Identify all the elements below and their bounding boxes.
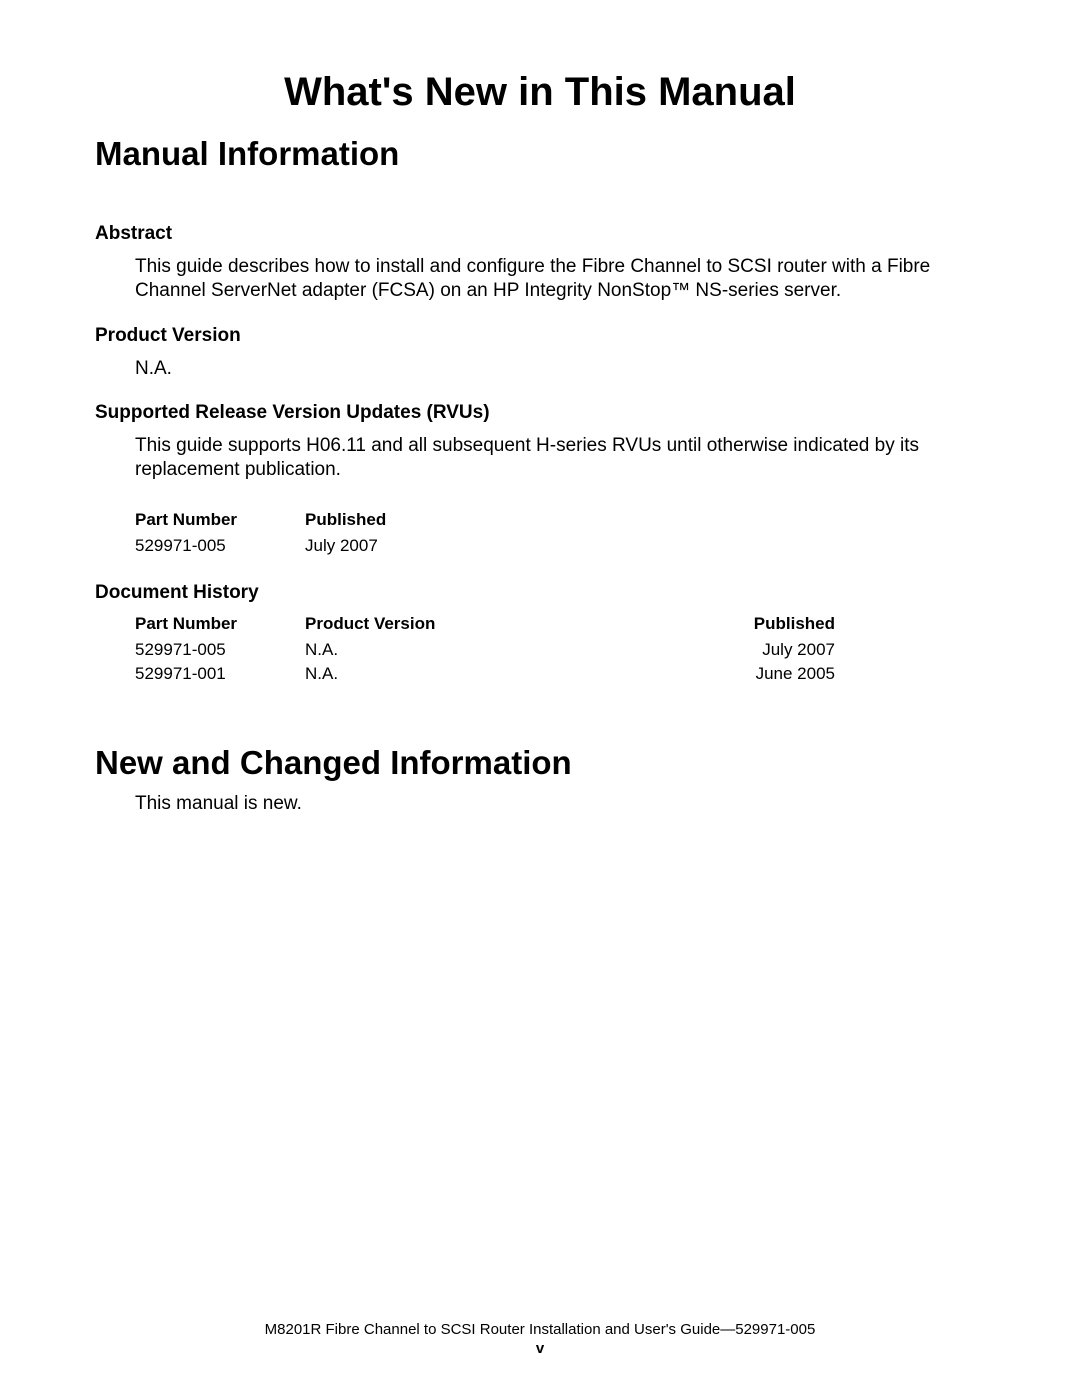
cell-product-version: N.A.: [305, 640, 675, 660]
table-header-row: Part Number Product Version Published: [135, 614, 985, 634]
cell-published: July 2007: [305, 536, 505, 556]
cell-product-version: N.A.: [305, 664, 675, 684]
table-row: 529971-005 July 2007: [135, 536, 985, 556]
cell-published: July 2007: [675, 640, 835, 660]
document-history-table: Part Number Product Version Published 52…: [135, 614, 985, 684]
col-header-published: Published: [675, 614, 835, 634]
table-header-row: Part Number Published: [135, 510, 985, 530]
footer-line: M8201R Fibre Channel to SCSI Router Inst…: [0, 1321, 1080, 1338]
abstract-text: This guide describes how to install and …: [135, 255, 985, 303]
cell-published: June 2005: [675, 664, 835, 684]
col-header-published: Published: [305, 510, 505, 530]
product-version-text: N.A.: [135, 357, 985, 381]
subheading-rvus: Supported Release Version Updates (RVUs): [95, 402, 985, 424]
cell-part-number: 529971-001: [135, 664, 305, 684]
table-row: 529971-005 N.A. July 2007: [135, 640, 985, 660]
section-heading-manual-information: Manual Information: [95, 135, 985, 173]
subheading-document-history: Document History: [95, 582, 985, 604]
rvus-text: This guide supports H06.11 and all subse…: [135, 434, 985, 482]
page-footer: M8201R Fibre Channel to SCSI Router Inst…: [0, 1321, 1080, 1357]
table-row: 529971-001 N.A. June 2005: [135, 664, 985, 684]
col-header-product-version: Product Version: [305, 614, 675, 634]
footer-page-number: v: [0, 1340, 1080, 1357]
col-header-part-number: Part Number: [135, 510, 305, 530]
section-heading-new-changed: New and Changed Information: [95, 744, 985, 782]
publication-table: Part Number Published 529971-005 July 20…: [135, 510, 985, 556]
subheading-abstract: Abstract: [95, 223, 985, 245]
subheading-product-version: Product Version: [95, 325, 985, 347]
new-changed-text: This manual is new.: [135, 792, 985, 816]
col-header-part-number: Part Number: [135, 614, 305, 634]
document-title: What's New in This Manual: [95, 70, 985, 115]
cell-part-number: 529971-005: [135, 536, 305, 556]
document-page: What's New in This Manual Manual Informa…: [0, 0, 1080, 1397]
cell-part-number: 529971-005: [135, 640, 305, 660]
